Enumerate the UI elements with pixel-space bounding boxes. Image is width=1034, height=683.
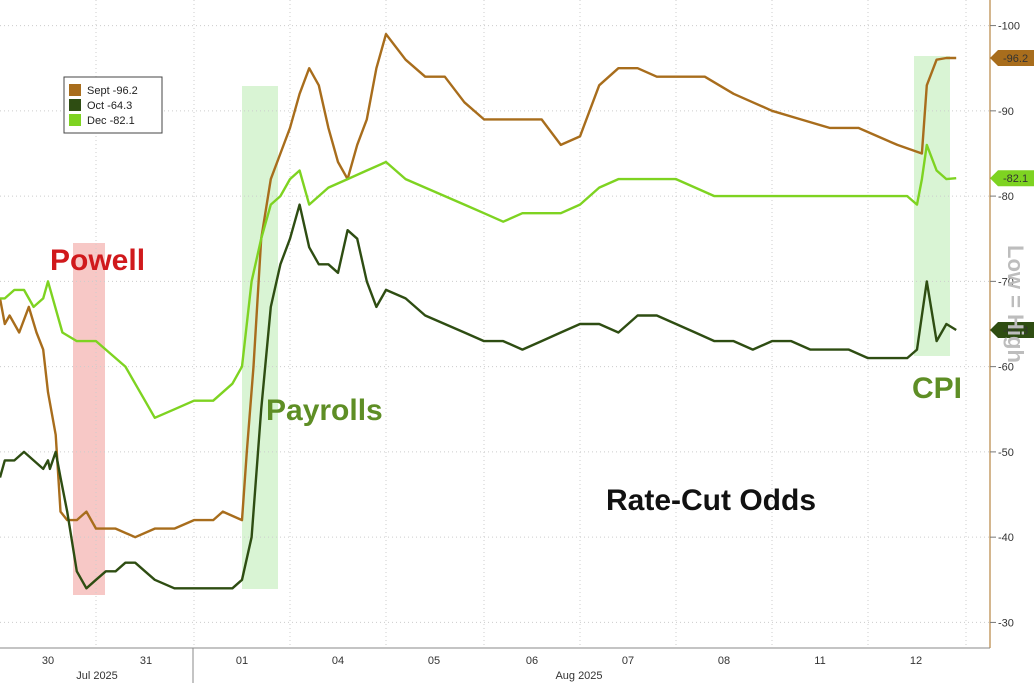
- axis-value-label-sept: -96.2: [1003, 53, 1028, 65]
- y-tick-label: -70: [998, 276, 1014, 288]
- series-line-oct: [0, 203, 957, 590]
- series-line-dec: [0, 143, 957, 419]
- x-tick-label: 11: [814, 655, 825, 667]
- y-tick-label: -40: [998, 532, 1014, 544]
- legend-swatch-sept: [69, 84, 81, 96]
- x-tick-label: 31: [140, 655, 152, 667]
- series-line-sept: [0, 32, 957, 539]
- legend-label-oct: Oct -64.3: [87, 100, 132, 112]
- x-tick-label: 06: [526, 655, 538, 667]
- x-tick-label: 04: [332, 655, 344, 667]
- annotation-cpi: CPI: [912, 372, 962, 405]
- x-tick-label: 30: [42, 655, 54, 667]
- x-month-label: Jul 2025: [76, 670, 118, 682]
- x-tick-label: 12: [910, 655, 922, 667]
- payrolls-highlight: [242, 86, 278, 589]
- annotation-powell: Powell: [50, 244, 145, 277]
- y-axis-label: Low = High: [1003, 245, 1028, 363]
- powell-highlight: [73, 243, 105, 595]
- y-tick-label: -30: [998, 617, 1014, 629]
- x-tick-label: 07: [622, 655, 634, 667]
- y-tick-label: -100: [998, 21, 1020, 33]
- y-tick-label: -50: [998, 447, 1014, 459]
- chart-title: Rate-Cut Odds: [606, 484, 816, 517]
- y-tick-label: -60: [998, 362, 1014, 374]
- y-tick-label: -80: [998, 191, 1014, 203]
- legend-label-dec: Dec -82.1: [87, 115, 135, 127]
- x-tick-label: 05: [428, 655, 440, 667]
- y-tick-label: -90: [998, 106, 1014, 118]
- axis-value-label-oct: -64.3: [1003, 325, 1028, 337]
- annotation-payrolls: Payrolls: [266, 394, 383, 427]
- legend-label-sept: Sept -96.2: [87, 85, 138, 97]
- legend: Sept -96.2 Oct -64.3 Dec -82.1: [63, 76, 163, 134]
- x-tick-label: 08: [718, 655, 730, 667]
- legend-swatch-oct: [69, 99, 81, 111]
- x-tick-label: 01: [236, 655, 248, 667]
- axis-value-label-dec: -82.1: [1003, 173, 1028, 185]
- x-month-label: Aug 2025: [555, 670, 602, 682]
- axis-value-tag-oct: [990, 321, 1034, 338]
- axis-value-tag-sept: [990, 49, 1034, 66]
- axis-value-tag-dec: [990, 170, 1034, 187]
- legend-swatch-dec: [69, 114, 81, 126]
